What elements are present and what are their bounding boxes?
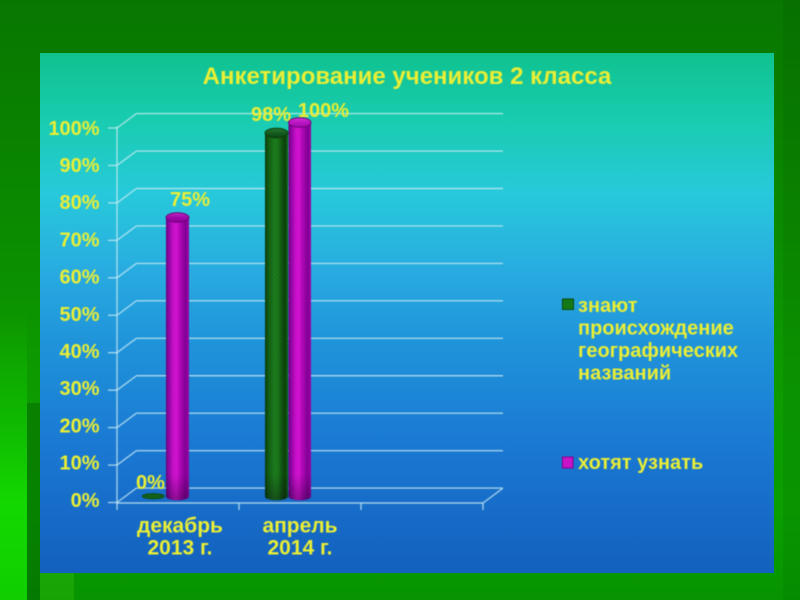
svg-text:60%: 60% [59,267,99,289]
svg-text:географических: географических [578,340,738,362]
svg-text:Анкетирование учеников 2 класс: Анкетирование учеников 2 класса [203,63,612,90]
svg-text:происхождение: происхождение [578,318,734,340]
svg-text:10%: 10% [59,453,99,475]
svg-text:80%: 80% [59,192,99,214]
svg-text:2014 г.: 2014 г. [267,537,332,560]
svg-text:70%: 70% [59,229,99,251]
svg-text:знают: знают [578,295,638,317]
svg-text:0%: 0% [136,472,165,494]
svg-text:20%: 20% [59,415,99,437]
svg-text:40%: 40% [59,341,99,363]
svg-text:100%: 100% [298,100,349,122]
svg-text:30%: 30% [59,378,99,400]
svg-text:98%: 98% [251,104,291,126]
svg-text:апрель: апрель [262,515,337,538]
svg-text:хотят узнать: хотят узнать [578,452,703,474]
svg-text:75%: 75% [170,189,210,211]
svg-text:2013 г.: 2013 г. [147,537,212,560]
svg-text:100%: 100% [48,118,99,140]
svg-text:декабрь: декабрь [137,515,223,538]
svg-text:0%: 0% [71,490,100,512]
svg-text:50%: 50% [59,304,99,326]
svg-text:90%: 90% [59,155,99,177]
svg-text:названий: названий [578,363,671,385]
